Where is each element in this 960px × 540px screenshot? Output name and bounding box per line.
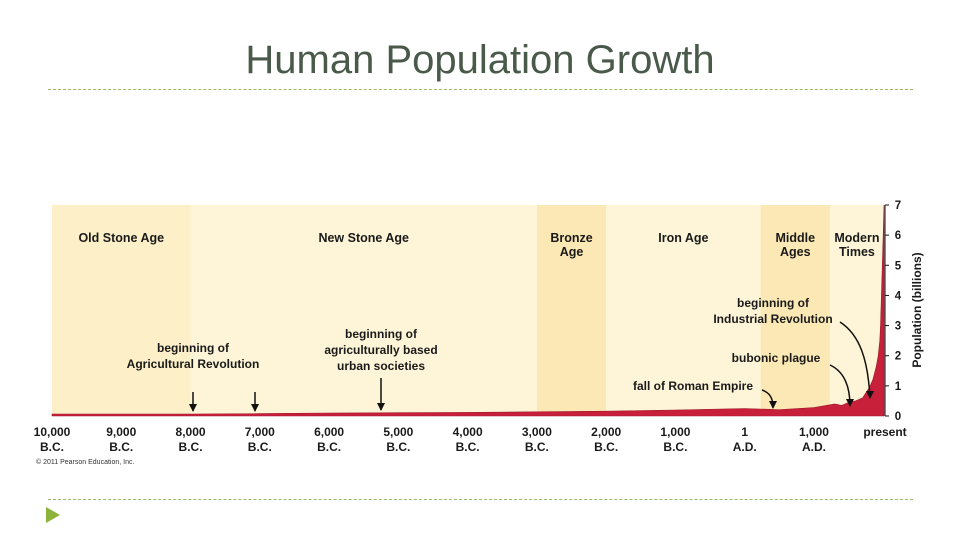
x-tick-label-line2: B.C. (179, 440, 203, 454)
x-tick-label: 10,000 (34, 425, 71, 439)
x-tick-label: 1,000 (660, 425, 690, 439)
x-axis-ticks: 10,000B.C.9,000B.C.8,000B.C.7,000B.C.6,0… (34, 425, 907, 454)
era-label-line2: Age (560, 245, 584, 259)
era-label: Iron Age (658, 231, 708, 245)
x-tick-label: 8,000 (176, 425, 206, 439)
x-tick-label-line2: B.C. (663, 440, 687, 454)
arrowhead-icon (846, 399, 854, 407)
era-band (606, 205, 761, 416)
era-label-line2: Ages (780, 245, 811, 259)
top-divider (48, 89, 913, 90)
x-tick-label: 4,000 (453, 425, 483, 439)
era-label: New Stone Age (318, 231, 409, 245)
x-tick-label-line2: B.C. (386, 440, 410, 454)
y-tick-label: 5 (895, 260, 902, 272)
x-tick-label-line2: B.C. (317, 440, 341, 454)
arrowhead-icon (769, 401, 777, 409)
x-tick-label: 2,000 (591, 425, 621, 439)
x-tick-label-line2: B.C. (248, 440, 272, 454)
era-backgrounds (52, 205, 884, 416)
x-tick-label: 9,000 (106, 425, 136, 439)
x-tick-label: 5,000 (383, 425, 413, 439)
x-tick-label-line2: A.D. (733, 440, 757, 454)
annotation-text: beginning of (345, 327, 418, 341)
y-tick-label: 2 (895, 351, 901, 363)
y-axis-label: Population (billions) (910, 252, 924, 367)
x-tick-label: 6,000 (314, 425, 344, 439)
annotation-text: beginning of (737, 296, 810, 310)
arrowhead-icon (377, 403, 385, 411)
era-label-line2: Times (839, 245, 875, 259)
y-tick-label: 0 (895, 411, 901, 423)
bottom-divider (48, 499, 913, 500)
era-band (52, 205, 191, 416)
era-label: Middle (775, 231, 815, 245)
x-tick-label: 1 (741, 425, 748, 439)
era-band (536, 205, 607, 416)
x-tick-label-line2: A.D. (802, 440, 826, 454)
x-tick-label: 3,000 (522, 425, 552, 439)
x-tick-label: 7,000 (245, 425, 275, 439)
annotation-text: urban societies (337, 359, 425, 373)
annotations: beginning of Agricultural Revolution begin… (127, 296, 874, 412)
y-tick-label: 3 (895, 321, 901, 333)
y-tick-label: 6 (895, 230, 901, 242)
x-tick-label: present (863, 425, 906, 439)
bullet-arrow-icon (46, 507, 60, 523)
population-area (51, 204, 885, 417)
annotation-arrow (839, 321, 871, 399)
slide-title: Human Population Growth (245, 38, 715, 82)
x-tick-label-line2: B.C. (109, 440, 133, 454)
era-label: Bronze (550, 231, 592, 245)
annotation-text: Industrial Revolution (713, 312, 832, 326)
y-axis: 0 1 2 3 4 5 6 7 (884, 200, 902, 423)
annotation-text: beginning of (157, 341, 230, 355)
arrowhead-icon (189, 404, 197, 412)
x-tick-label-line2: B.C. (525, 440, 549, 454)
x-tick-label-line2: B.C. (594, 440, 618, 454)
era-label: Modern (834, 231, 879, 245)
y-tick-label: 7 (895, 200, 901, 212)
annotation-text: Agricultural Revolution (127, 357, 260, 371)
annotation-text: agriculturally based (324, 343, 437, 357)
copyright-credit: © 2011 Pearson Education, Inc. (36, 458, 134, 466)
era-band (190, 205, 537, 416)
arrowhead-icon (866, 391, 874, 399)
y-tick-label: 1 (895, 381, 902, 393)
annotation-text: bubonic plague (732, 351, 821, 365)
population-area-series (51, 204, 885, 417)
x-tick-label: 1,000 (799, 425, 829, 439)
era-band (760, 205, 830, 416)
y-tick-label: 4 (895, 290, 902, 302)
annotation-text: fall of Roman Empire (633, 379, 753, 393)
era-label: Old Stone Age (78, 231, 164, 245)
arrowhead-icon (251, 404, 259, 412)
x-tick-label-line2: B.C. (40, 440, 64, 454)
x-tick-label-line2: B.C. (456, 440, 480, 454)
